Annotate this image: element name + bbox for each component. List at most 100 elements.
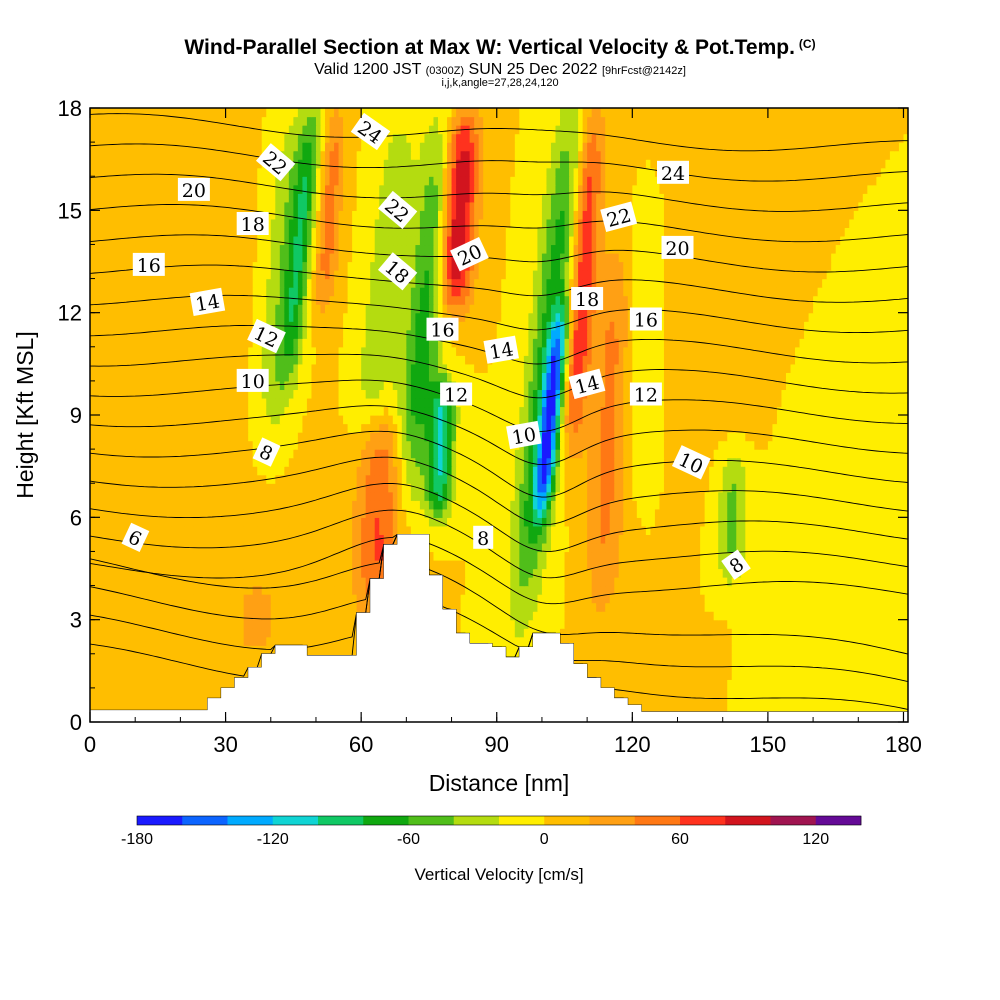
- w-cell: [202, 679, 209, 689]
- w-cell: [672, 551, 679, 561]
- w-cell: [605, 602, 611, 612]
- w-cell: [844, 508, 850, 518]
- w-cell: [447, 534, 453, 544]
- w-cell: [189, 696, 195, 706]
- w-cell: [153, 628, 159, 638]
- w-cell: [659, 679, 665, 689]
- w-cell: [234, 508, 240, 518]
- w-cell: [885, 653, 891, 663]
- w-cell: [225, 483, 231, 493]
- w-cell: [302, 577, 308, 587]
- w-cell: [885, 577, 891, 587]
- w-cell: [867, 679, 873, 689]
- w-cell: [230, 525, 236, 535]
- w-cell: [758, 645, 764, 655]
- w-cell: [437, 500, 444, 510]
- w-cell: [808, 670, 814, 680]
- w-cell: [130, 491, 136, 501]
- w-cell: [419, 517, 426, 527]
- w-cell: [356, 517, 362, 527]
- w-cell: [532, 585, 539, 595]
- w-cell: [849, 568, 855, 578]
- w-cell: [193, 679, 200, 689]
- w-cell: [99, 577, 105, 587]
- w-cell: [677, 551, 683, 561]
- w-cell: [641, 679, 647, 689]
- w-cell: [835, 636, 841, 646]
- w-cell: [840, 636, 846, 646]
- w-cell: [153, 704, 159, 715]
- w-cell: [261, 585, 267, 595]
- w-cell: [157, 483, 163, 493]
- w-cell: [795, 500, 801, 510]
- w-cell: [456, 619, 462, 629]
- w-cell: [302, 508, 308, 518]
- w-cell: [745, 517, 751, 527]
- w-cell: [727, 628, 733, 638]
- w-cell: [582, 525, 588, 535]
- w-cell: [460, 483, 466, 493]
- w-cell: [862, 602, 868, 612]
- w-cell: [659, 500, 665, 510]
- w-cell: [144, 568, 150, 578]
- w-cell: [903, 500, 908, 510]
- w-cell: [867, 525, 873, 535]
- w-cell: [148, 679, 154, 689]
- w-cell: [483, 585, 489, 595]
- w-cell: [243, 585, 249, 595]
- w-cell: [645, 611, 651, 621]
- w-cell: [831, 602, 837, 612]
- w-cell: [243, 542, 249, 553]
- w-cell: [261, 542, 267, 553]
- w-cell: [90, 662, 96, 672]
- w-cell: [641, 508, 647, 518]
- w-cell: [117, 653, 123, 663]
- w-cell: [148, 525, 154, 535]
- w-cell: [704, 551, 710, 561]
- w-cell: [315, 645, 322, 655]
- w-cell: [772, 585, 778, 595]
- w-cell: [505, 517, 511, 527]
- w-cell: [682, 491, 688, 501]
- w-cell: [632, 517, 638, 527]
- w-cell: [297, 602, 304, 612]
- w-cell: [130, 611, 136, 621]
- w-cell: [817, 500, 823, 510]
- w-cell: [659, 491, 665, 501]
- w-cell: [894, 696, 900, 706]
- w-cell: [505, 534, 511, 544]
- w-cell: [591, 568, 597, 578]
- w-cell: [813, 619, 819, 629]
- w-cell: [537, 577, 543, 587]
- w-cell: [162, 585, 168, 595]
- w-cell: [99, 687, 105, 698]
- w-cell: [108, 594, 114, 604]
- w-cell: [184, 483, 191, 493]
- w-cell: [582, 645, 588, 655]
- w-cell: [853, 585, 859, 595]
- w-cell: [582, 653, 588, 663]
- w-cell: [745, 662, 751, 672]
- w-cell: [758, 577, 764, 587]
- w-cell: [541, 594, 548, 604]
- w-cell: [103, 696, 109, 706]
- w-cell: [541, 585, 548, 595]
- w-cell: [700, 594, 706, 604]
- w-cell: [722, 585, 728, 595]
- w-cell: [853, 525, 859, 535]
- w-cell: [157, 594, 163, 604]
- w-cell: [894, 611, 900, 621]
- w-cell: [135, 551, 141, 561]
- w-cell: [700, 568, 706, 578]
- w-cell: [288, 602, 294, 612]
- w-cell: [523, 577, 529, 587]
- w-cell: [306, 628, 313, 638]
- w-cell: [871, 696, 877, 706]
- w-cell: [600, 551, 606, 561]
- w-cell: [320, 517, 326, 527]
- w-cell: [858, 534, 864, 544]
- w-cell: [636, 653, 642, 663]
- w-cell: [248, 662, 254, 672]
- w-cell: [700, 559, 706, 570]
- w-cell: [627, 508, 633, 518]
